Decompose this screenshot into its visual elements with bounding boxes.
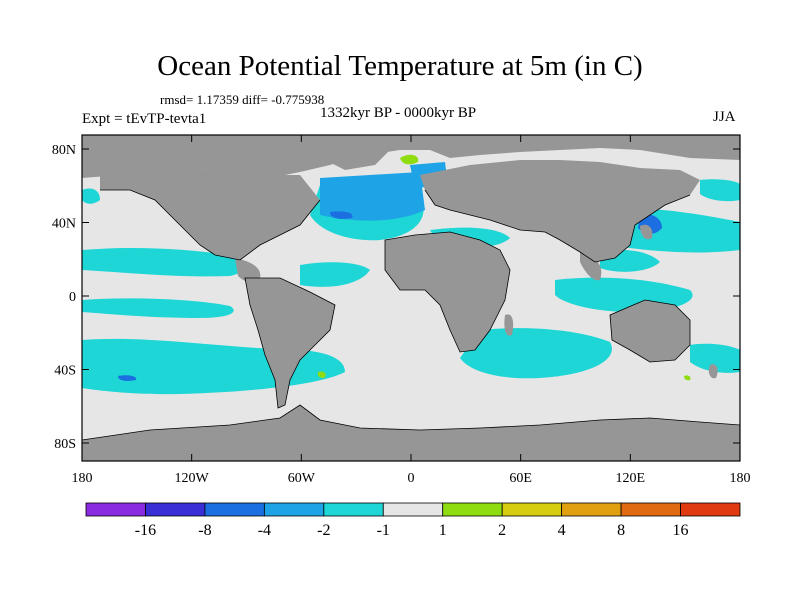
eurasia <box>420 160 700 262</box>
colorbar-label: -4 <box>258 522 271 539</box>
x-tick-label: 180 <box>72 471 93 486</box>
colorbar-label: -2 <box>317 522 330 539</box>
season-label: JJA <box>713 109 736 125</box>
y-tick-label: 40N <box>52 217 76 232</box>
map-title: Ocean Potential Temperature at 5m (in C) <box>157 50 643 82</box>
africa <box>385 232 510 352</box>
experiment-label: Expt = tEvTP-tevta1 <box>82 111 207 127</box>
colorbar-box <box>145 502 206 517</box>
colorbar-box <box>501 502 563 517</box>
antarctica <box>82 405 740 461</box>
colorbar-labels: -16 -8 -4 -2 -1 1 2 4 8 16 <box>135 522 689 539</box>
new-zealand <box>708 364 718 379</box>
y-tick-label: 80N <box>52 143 76 158</box>
x-tick-label: 0 <box>408 471 415 486</box>
colorbar-label: 8 <box>617 522 625 539</box>
arctic-land <box>82 135 740 178</box>
greenland <box>325 138 395 170</box>
colorbar-box <box>561 502 622 517</box>
y-tick-label: 40S <box>54 364 76 379</box>
australia <box>610 300 690 362</box>
x-tick-label: 120E <box>616 471 646 486</box>
southeast-asia <box>580 252 602 281</box>
period-label: 1332kyr BP - 0000kyr BP <box>320 105 477 121</box>
colorbar-box <box>204 502 265 517</box>
colorbar-label: -16 <box>135 522 156 539</box>
stats-text: rmsd= 1.17359 diff= -0.775938 <box>160 92 325 107</box>
coastlines <box>82 189 740 441</box>
x-tick-label: 60E <box>509 471 532 486</box>
colorbar-label: 4 <box>558 522 566 539</box>
north-america <box>100 165 320 260</box>
central-america <box>235 258 261 283</box>
x-tick-label: 180 <box>730 471 751 486</box>
x-tick-label: 60W <box>288 471 316 486</box>
colorbar-box <box>442 502 503 517</box>
land-masses <box>82 135 740 461</box>
colorbar-label: -8 <box>198 522 211 539</box>
y-tick-label: 80S <box>54 437 76 452</box>
japan <box>640 224 653 240</box>
colorbar-box <box>680 502 741 517</box>
x-tick-label: 120W <box>175 471 210 486</box>
colorbar-label: 2 <box>498 522 506 539</box>
colorbar-label: 16 <box>673 522 689 539</box>
colorbar-box <box>620 502 681 517</box>
axis-ticks <box>81 135 741 461</box>
colorbar-box <box>382 502 444 517</box>
y-tick-label: 0 <box>69 290 76 305</box>
colorbar-box <box>85 502 146 517</box>
madagascar <box>504 314 514 336</box>
y-tick-labels: 80N 40N 0 40S 80S <box>52 143 76 452</box>
x-tick-labels: 180 120W 60W 0 60E 120E 180 <box>72 471 751 486</box>
colorbar-label: 1 <box>439 522 447 539</box>
colorbar-box <box>323 502 384 517</box>
colorbar-box <box>263 502 325 517</box>
south-america <box>245 278 335 408</box>
colorbar-label: -1 <box>377 522 390 539</box>
map-plot-area <box>82 135 740 461</box>
colorbar-boxes <box>85 502 741 517</box>
